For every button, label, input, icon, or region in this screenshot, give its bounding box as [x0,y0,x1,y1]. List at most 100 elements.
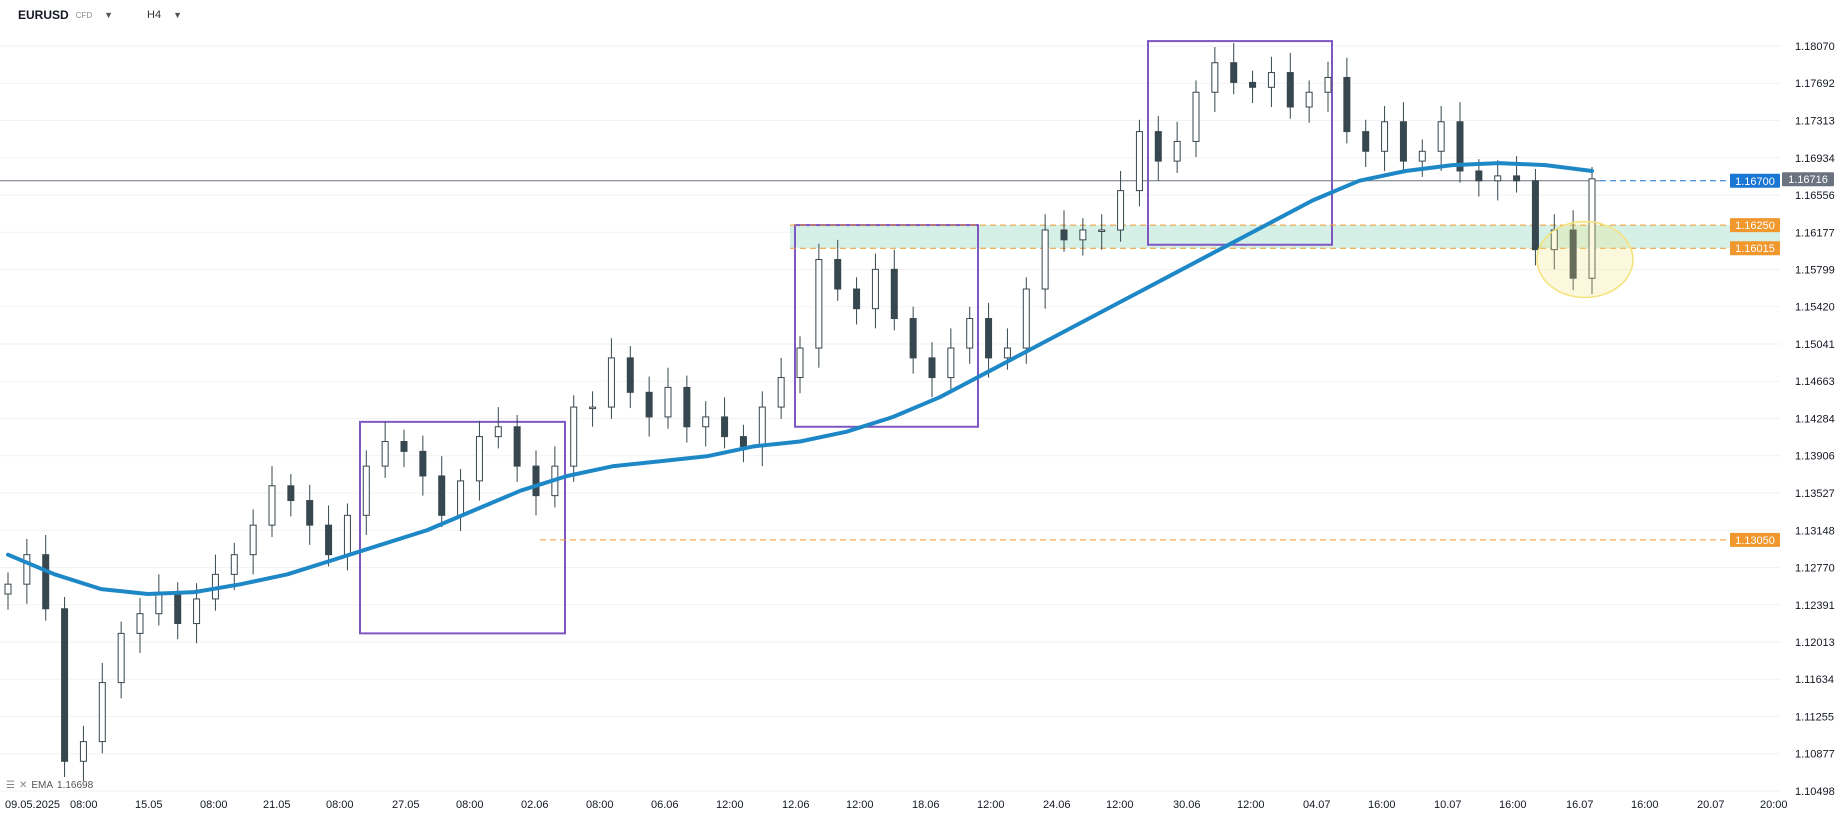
x-tick-label: 20:00 [1760,799,1788,811]
timeframe-dropdown-icon[interactable]: ▼ [173,10,183,20]
y-tick-label: 1.12391 [1795,600,1835,612]
y-tick-label: 1.17692 [1795,78,1835,90]
candle-body [249,524,257,556]
candle-body [1135,131,1143,192]
symbol-name[interactable]: EURUSD [18,8,69,22]
candle-body [871,268,879,310]
candle-body [928,357,936,379]
y-tick-label: 1.16934 [1795,153,1835,165]
candle-body [287,485,295,502]
candle-body [909,318,917,359]
candle-body [985,318,993,359]
candle-body [306,500,314,526]
candle-body [1117,190,1125,231]
candle-body [1494,175,1502,182]
y-tick-label: 1.11634 [1795,674,1834,686]
x-tick-label: 15.05 [135,799,163,811]
candle-body [1362,131,1370,152]
y-tick-label: 1.15799 [1795,264,1835,276]
candle-body [721,416,729,438]
price-tag-bg [1730,218,1780,233]
candle-body [79,741,87,762]
x-tick-label: 12:00 [1106,799,1134,811]
y-axis: 1.18070 1.17692 1.17313 1.16934 1.16556 1.161… [1795,41,1835,798]
y-tick-label: 1.17313 [1795,115,1835,127]
candle-body [1475,170,1483,182]
candle-body [570,406,578,467]
candle-body [61,608,69,762]
candle-body [268,485,276,526]
close-icon[interactable]: ✕ [18,780,28,791]
candle-body [834,259,842,290]
candle-body [1456,121,1464,172]
x-tick-label: 21.05 [263,799,291,811]
y-tick-label: 1.10498 [1795,786,1835,798]
candle-body [174,593,182,625]
indicator-value: 1.16698 [57,780,94,791]
y-tick-label: 1.15041 [1795,339,1835,351]
candle-body [155,593,163,615]
candle-body [532,465,540,497]
candle-body [1003,347,1011,359]
candle-body [1173,140,1181,162]
candle-body [42,554,50,610]
candle-body [1098,229,1106,232]
timeframe-selector[interactable]: H4 [147,9,162,21]
price-tag-label: 1.13050 [1735,535,1775,547]
candle-body [475,436,483,482]
candle-body [1286,72,1294,108]
settings-icon[interactable]: ☰ [6,780,15,791]
candle-body [325,524,333,556]
candle-body [1230,62,1238,83]
candle-body [607,357,615,408]
candle-body [777,377,785,408]
candle-body [815,259,823,349]
x-tick-label: 16.07 [1566,799,1594,811]
x-tick-label: 08:00 [200,799,228,811]
y-tick-label: 1.12770 [1795,562,1835,574]
candle-body [4,583,12,595]
candle-body [890,268,898,320]
candle-body [1305,91,1313,108]
y-tick-label: 1.12013 [1795,637,1835,649]
candle-body [1079,229,1087,241]
x-tick-label: 12:00 [977,799,1005,811]
x-tick-label: 08:00 [456,799,484,811]
y-tick-label: 1.15420 [1795,302,1835,314]
candle-body [400,441,408,452]
candle-body [1041,229,1049,290]
candle-body [438,475,446,516]
x-tick-label: 04.07 [1303,799,1331,811]
price-tag-label: 1.16700 [1735,176,1775,188]
candle-body [362,465,370,516]
x-tick-label: 02.06 [521,799,549,811]
x-tick-label: 27.05 [392,799,420,811]
y-tick-label: 1.16177 [1795,227,1835,239]
candle-body [1531,180,1539,251]
candle-body [683,386,691,428]
y-tick-label: 1.14663 [1795,376,1835,388]
y-tick-label: 1.11255 [1795,712,1834,724]
level-lines [0,180,1780,541]
x-tick-label: 12:00 [1237,799,1265,811]
x-tick-label: 18.06 [912,799,940,811]
x-tick-label: 16:00 [1499,799,1527,811]
symbol-dropdown-icon[interactable]: ▼ [104,10,114,20]
candle-body [664,386,672,418]
candle-body [1437,121,1445,152]
candle-body [1343,76,1351,133]
x-tick-label: 09.05.2025 [5,799,60,811]
price-tag-bg [1730,173,1780,188]
candle-body [966,318,974,349]
x-tick-label: 08:00 [586,799,614,811]
candle-body [1588,178,1596,279]
candle-body [796,347,804,379]
candle-body [1399,121,1407,162]
candle-body [702,416,710,428]
x-tick-label: 10.07 [1434,799,1462,811]
symbol-header[interactable]: EURUSD CFD ▼ H4 ▼ [18,8,182,22]
x-tick-label: 30.06 [1173,799,1201,811]
indicator-legend[interactable]: ☰ ✕ EMA 1.16698 [6,780,93,791]
consolidation-box [1147,40,1333,246]
